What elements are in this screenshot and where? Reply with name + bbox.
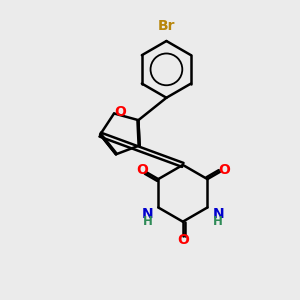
Text: H: H — [142, 215, 152, 228]
Text: O: O — [115, 105, 127, 119]
Text: O: O — [218, 163, 230, 177]
Text: N: N — [212, 207, 224, 221]
Text: Br: Br — [158, 19, 175, 33]
Text: N: N — [142, 207, 153, 221]
Text: O: O — [177, 233, 189, 248]
Text: H: H — [213, 215, 223, 228]
Text: O: O — [136, 163, 148, 177]
